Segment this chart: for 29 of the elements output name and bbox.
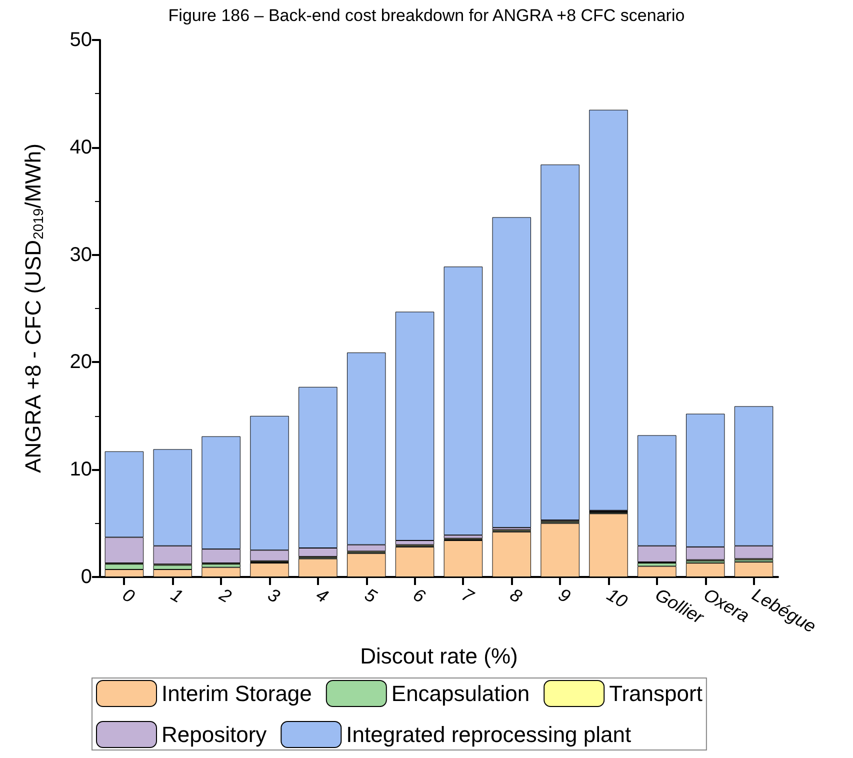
bar (589, 110, 628, 510)
y-tick-label: 10 (70, 458, 92, 481)
x-tick-label: 5 (361, 584, 381, 608)
x-tick-label: 8 (506, 584, 526, 607)
chart-title: Figure 186 – Back-end cost breakdown for ANGRA +8 CFC scenario (168, 6, 685, 25)
legend-label: Transport (609, 681, 702, 706)
legend-label: Interim Storage (162, 681, 312, 706)
x-axis-title: Discout rate (%) (360, 644, 518, 668)
x-tick-label: 2 (215, 584, 235, 607)
y-tick-label: 50 (70, 29, 92, 51)
x-tick-label: 1 (168, 584, 186, 607)
x-tick-label: 7 (458, 584, 478, 608)
y-tick-label: 40 (70, 136, 92, 158)
y-tick-label: 20 (70, 351, 92, 374)
bar (540, 164, 580, 520)
x-tick-label: 3 (264, 584, 284, 607)
bar (444, 266, 483, 536)
y-tick-label: 0 (80, 566, 92, 588)
x-tick-label: 0 (119, 584, 138, 607)
y-axis-title: ANGRA +8 - CFC (USD2019/MWh) (20, 144, 46, 473)
bar (492, 217, 532, 528)
x-tick-label: 9 (555, 584, 574, 607)
y-tick-label: 30 (70, 244, 92, 266)
x-tick-label: 6 (410, 584, 428, 607)
legend-label: Integrated reprocessing plant (346, 722, 632, 747)
legend-label: Encapsulation (391, 681, 530, 706)
x-tick-label: 4 (312, 584, 332, 607)
x-tick-label: 10 (604, 584, 631, 612)
legend-label: Repository (162, 722, 267, 747)
